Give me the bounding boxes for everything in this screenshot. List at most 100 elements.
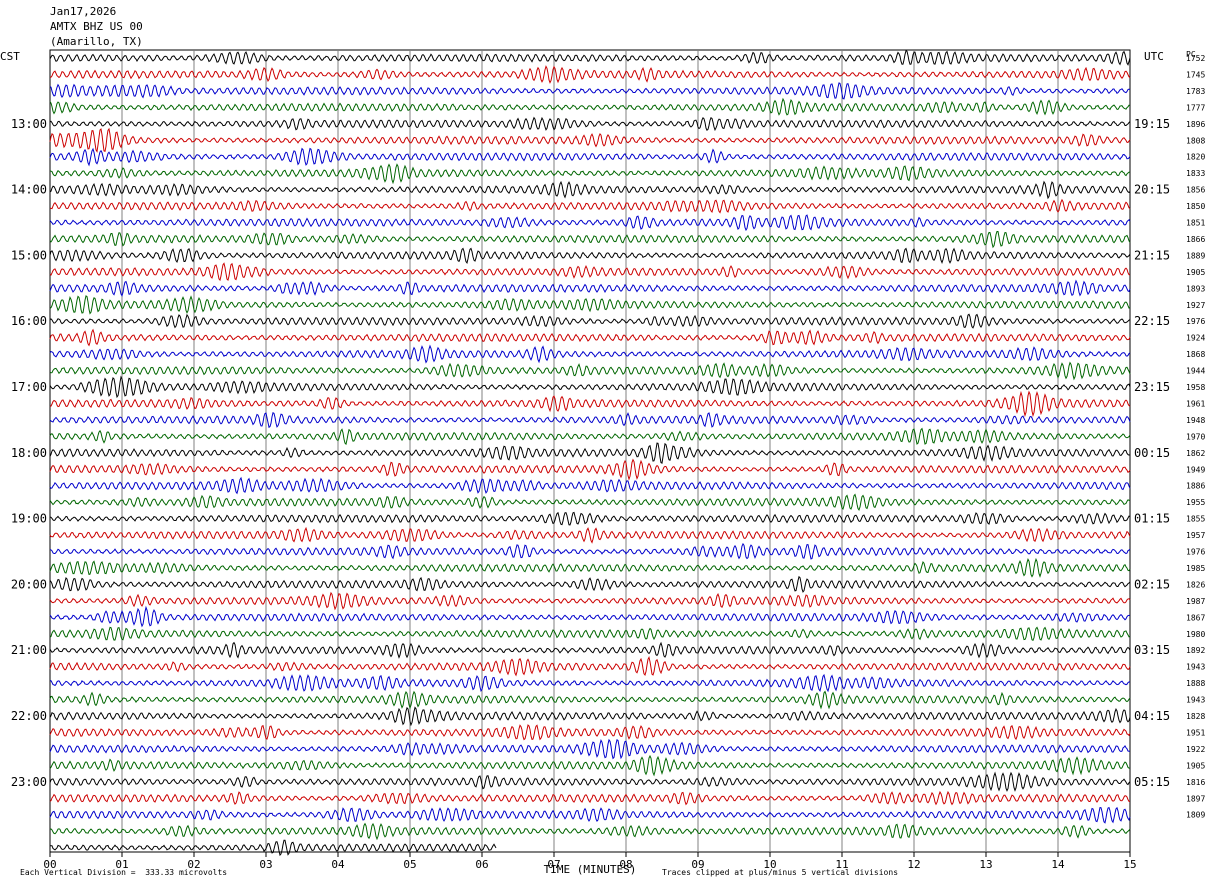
right-column-label: PC (1186, 50, 1196, 59)
x-tick-label: 11 (835, 858, 848, 871)
left-hour-label: 19:00 (11, 512, 47, 526)
trace-line (49, 724, 1131, 741)
trace-line (49, 806, 1131, 824)
header-location: (Amarillo, TX) (50, 35, 143, 48)
trace-line (49, 839, 497, 857)
left-hour-label: 20:00 (11, 577, 47, 591)
x-tick-label: 07 (547, 858, 560, 871)
right-hour-label: 22:15 (1134, 314, 1170, 328)
trace-line (49, 116, 1131, 132)
right-hour-label: 01:15 (1134, 512, 1170, 526)
trace-line (49, 542, 1131, 560)
trace-line (49, 127, 1131, 153)
x-tick-label: 03 (259, 858, 272, 871)
row-value-label: 1889 (1186, 251, 1205, 260)
trace-line (49, 390, 1131, 418)
x-tick-label: 12 (907, 858, 920, 871)
trace-line (49, 412, 1131, 429)
row-value-label: 1752 (1186, 54, 1205, 63)
trace-line (49, 790, 1131, 806)
row-value-label: 1949 (1186, 465, 1205, 474)
left-timezone-label: CST (0, 50, 20, 63)
row-value-label: 1850 (1186, 202, 1205, 211)
plot-frame (49, 49, 1131, 853)
left-hour-label: 16:00 (11, 314, 47, 328)
row-value-label: 1892 (1186, 646, 1205, 655)
trace-line (49, 822, 1131, 841)
row-value-label: 1886 (1186, 482, 1205, 491)
row-value-label: 1893 (1186, 284, 1205, 293)
trace-line (49, 344, 1131, 364)
row-value-label: 1816 (1186, 778, 1205, 787)
trace-line (49, 375, 1131, 399)
left-hour-label: 18:00 (11, 446, 47, 460)
trace-line (49, 557, 1131, 578)
row-value-label: 1944 (1186, 367, 1205, 376)
right-hour-label: 20:15 (1134, 183, 1170, 197)
left-hour-label: 17:00 (11, 380, 47, 394)
row-value-label: 1896 (1186, 120, 1205, 129)
row-value-label: 1980 (1186, 630, 1205, 639)
row-value-label: 1820 (1186, 153, 1205, 162)
right-hour-label: 23:15 (1134, 380, 1170, 394)
row-value-label: 1957 (1186, 531, 1205, 540)
header-date: Jan17,2026 (50, 5, 117, 18)
trace-line (49, 163, 1131, 185)
right-hour-label: 00:15 (1134, 446, 1170, 460)
left-hour-label: 14:00 (11, 183, 47, 197)
x-tick-label: 06 (475, 858, 488, 871)
left-hour-label: 13:00 (11, 117, 47, 131)
row-value-label: 1905 (1186, 268, 1205, 277)
row-value-label: 1943 (1186, 663, 1205, 672)
row-value-label: 1828 (1186, 712, 1205, 721)
trace-line (49, 279, 1131, 297)
trace-line (49, 295, 1131, 315)
trace-line (49, 442, 1131, 464)
x-tick-label: 13 (979, 858, 992, 871)
scale-note: Each Vertical Division = 333.33 microvol… (20, 868, 228, 877)
trace-line (49, 575, 1131, 593)
left-hour-label: 22:00 (11, 709, 47, 723)
trace-line (49, 656, 1131, 677)
trace-line (49, 65, 1131, 84)
trace-line (49, 458, 1131, 481)
header-station: AMTX BHZ US 00 (50, 20, 143, 33)
right-hour-label: 04:15 (1134, 709, 1170, 723)
row-value-label: 1948 (1186, 416, 1205, 425)
clip-note: Traces clipped at plus/minus 5 vertical … (662, 868, 899, 877)
x-tick-label: 04 (331, 858, 345, 871)
trace-line (49, 230, 1131, 249)
right-hour-label: 03:15 (1134, 643, 1170, 657)
row-value-label: 1924 (1186, 334, 1205, 343)
row-value-label: 1958 (1186, 383, 1205, 392)
right-hour-label: 21:15 (1134, 248, 1170, 262)
trace-line (49, 690, 1131, 710)
trace-line (49, 214, 1131, 232)
row-value-label: 1955 (1186, 498, 1205, 507)
row-value-label: 1745 (1186, 70, 1205, 79)
trace-line (49, 82, 1131, 100)
trace-line (49, 262, 1131, 282)
row-value-label: 1855 (1186, 515, 1205, 524)
row-value-label: 1809 (1186, 811, 1205, 820)
row-value-label: 1888 (1186, 679, 1205, 688)
x-tick-label: 01 (115, 858, 128, 871)
trace-line (49, 706, 1131, 727)
trace-line (49, 427, 1131, 446)
x-tick-label: 14 (1051, 858, 1065, 871)
row-value-label: 1833 (1186, 169, 1205, 178)
trace-line (49, 511, 1131, 526)
x-tick-label: 09 (691, 858, 704, 871)
trace-line (49, 476, 1131, 495)
trace-line (49, 591, 1131, 611)
left-hour-label: 15:00 (11, 248, 47, 262)
trace-line (49, 313, 1131, 329)
row-value-label: 1961 (1186, 399, 1205, 408)
row-value-label: 1922 (1186, 745, 1205, 754)
trace-line (49, 328, 1131, 347)
row-value-label: 1897 (1186, 794, 1205, 803)
row-value-label: 1905 (1186, 761, 1205, 770)
trace-line (49, 247, 1131, 265)
right-hour-label: 02:15 (1134, 577, 1170, 591)
